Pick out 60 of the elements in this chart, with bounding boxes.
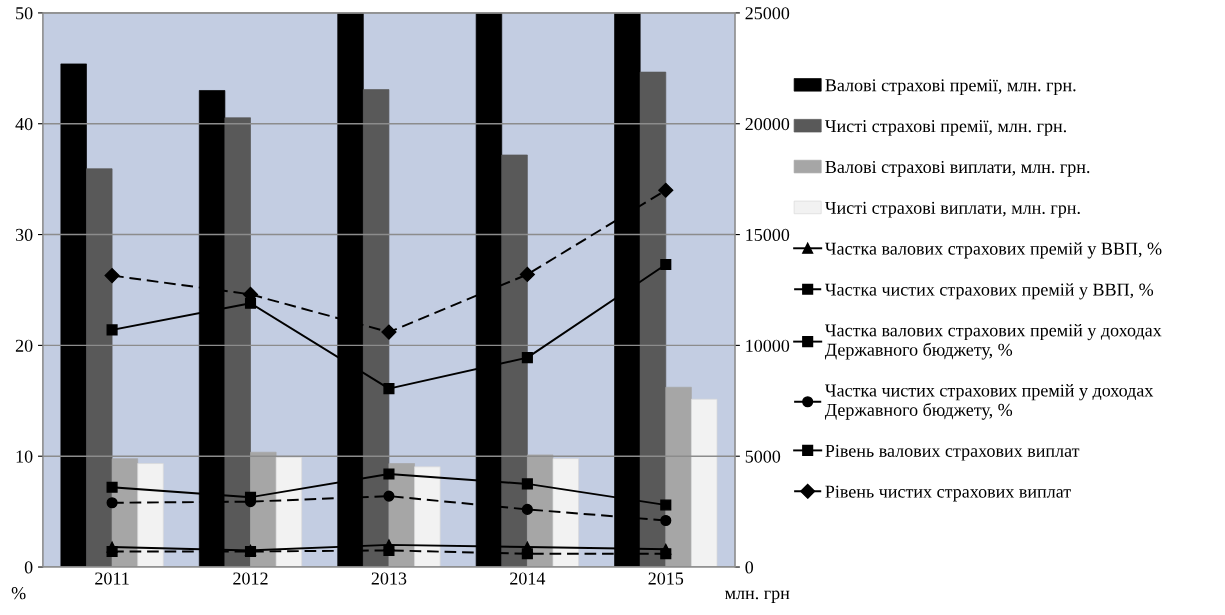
y2-tick-label: 10000 — [746, 339, 790, 352]
point — [106, 497, 118, 509]
point — [106, 324, 118, 336]
bar — [60, 63, 87, 568]
bar — [137, 463, 164, 568]
bar — [86, 168, 113, 568]
point — [521, 478, 533, 490]
legend-label: Частка чистих страхових премій у доходах Державного бюджету, % — [824, 384, 1154, 420]
y2-tick-label: 15000 — [746, 228, 790, 241]
legend-label: Рівень чистих страхових виплат — [825, 485, 1071, 502]
point — [660, 548, 672, 560]
y2-tick-label: 5000 — [745, 450, 781, 463]
point — [383, 490, 395, 502]
legend-label: Частка валових страхових премій у ВВП, % — [825, 242, 1162, 259]
bar — [362, 89, 390, 568]
x-tick-label: 2014 — [510, 572, 546, 585]
point — [519, 266, 535, 283]
bar — [224, 117, 251, 568]
bar — [501, 154, 528, 568]
point — [660, 499, 672, 511]
y-tick-label: 40 — [15, 118, 33, 131]
y-tick-label: 30 — [15, 228, 33, 241]
point — [104, 267, 120, 284]
x-tick-label: 2011 — [95, 572, 129, 585]
bar — [691, 398, 718, 568]
y-axis-title: % — [11, 587, 26, 600]
point — [660, 514, 672, 527]
point — [383, 383, 395, 395]
legend-label: Валові страхові премії, млн. грн. — [825, 79, 1076, 95]
point — [106, 545, 118, 558]
bar — [275, 456, 303, 568]
point — [383, 468, 395, 480]
x-tick-label: 2013 — [371, 572, 407, 585]
bar — [639, 71, 667, 568]
y-tick-label: 0 — [24, 561, 33, 574]
y2-tick-label: 0 — [745, 561, 754, 574]
bar — [414, 466, 441, 568]
legend-label: Частка валових страхових премій у доходах Державного бюджету, % — [824, 323, 1162, 360]
legend-label: Чисті страхові премії, млн. грн. — [825, 120, 1066, 136]
y-tick-label: 10 — [16, 450, 33, 463]
bar — [665, 386, 692, 568]
x-tick-label: 2012 — [233, 572, 268, 585]
legend-label: Рівень валових страхових виплат — [825, 444, 1080, 461]
y-tick-label: 20 — [15, 339, 33, 352]
point — [521, 352, 533, 364]
point — [381, 324, 397, 340]
legend-label: Чисті страхові виплати, млн. грн. — [825, 201, 1080, 218]
legend-label: Частка чистих страхових премій у ВВП, % — [825, 283, 1154, 300]
point — [521, 503, 533, 515]
legend-label: Валові страхові виплати, млн. грн. — [825, 160, 1090, 177]
point — [660, 258, 672, 271]
x-tick-label: 2015 — [648, 572, 684, 585]
point — [521, 548, 533, 560]
y2-tick-label: 20000 — [745, 118, 790, 131]
point — [106, 481, 118, 493]
point — [658, 182, 674, 198]
y2-axis-title: млн. грн — [725, 590, 790, 603]
y-tick-label: 50 — [16, 7, 33, 20]
bar — [552, 458, 579, 568]
y2-tick-label: 25000 — [745, 7, 790, 20]
